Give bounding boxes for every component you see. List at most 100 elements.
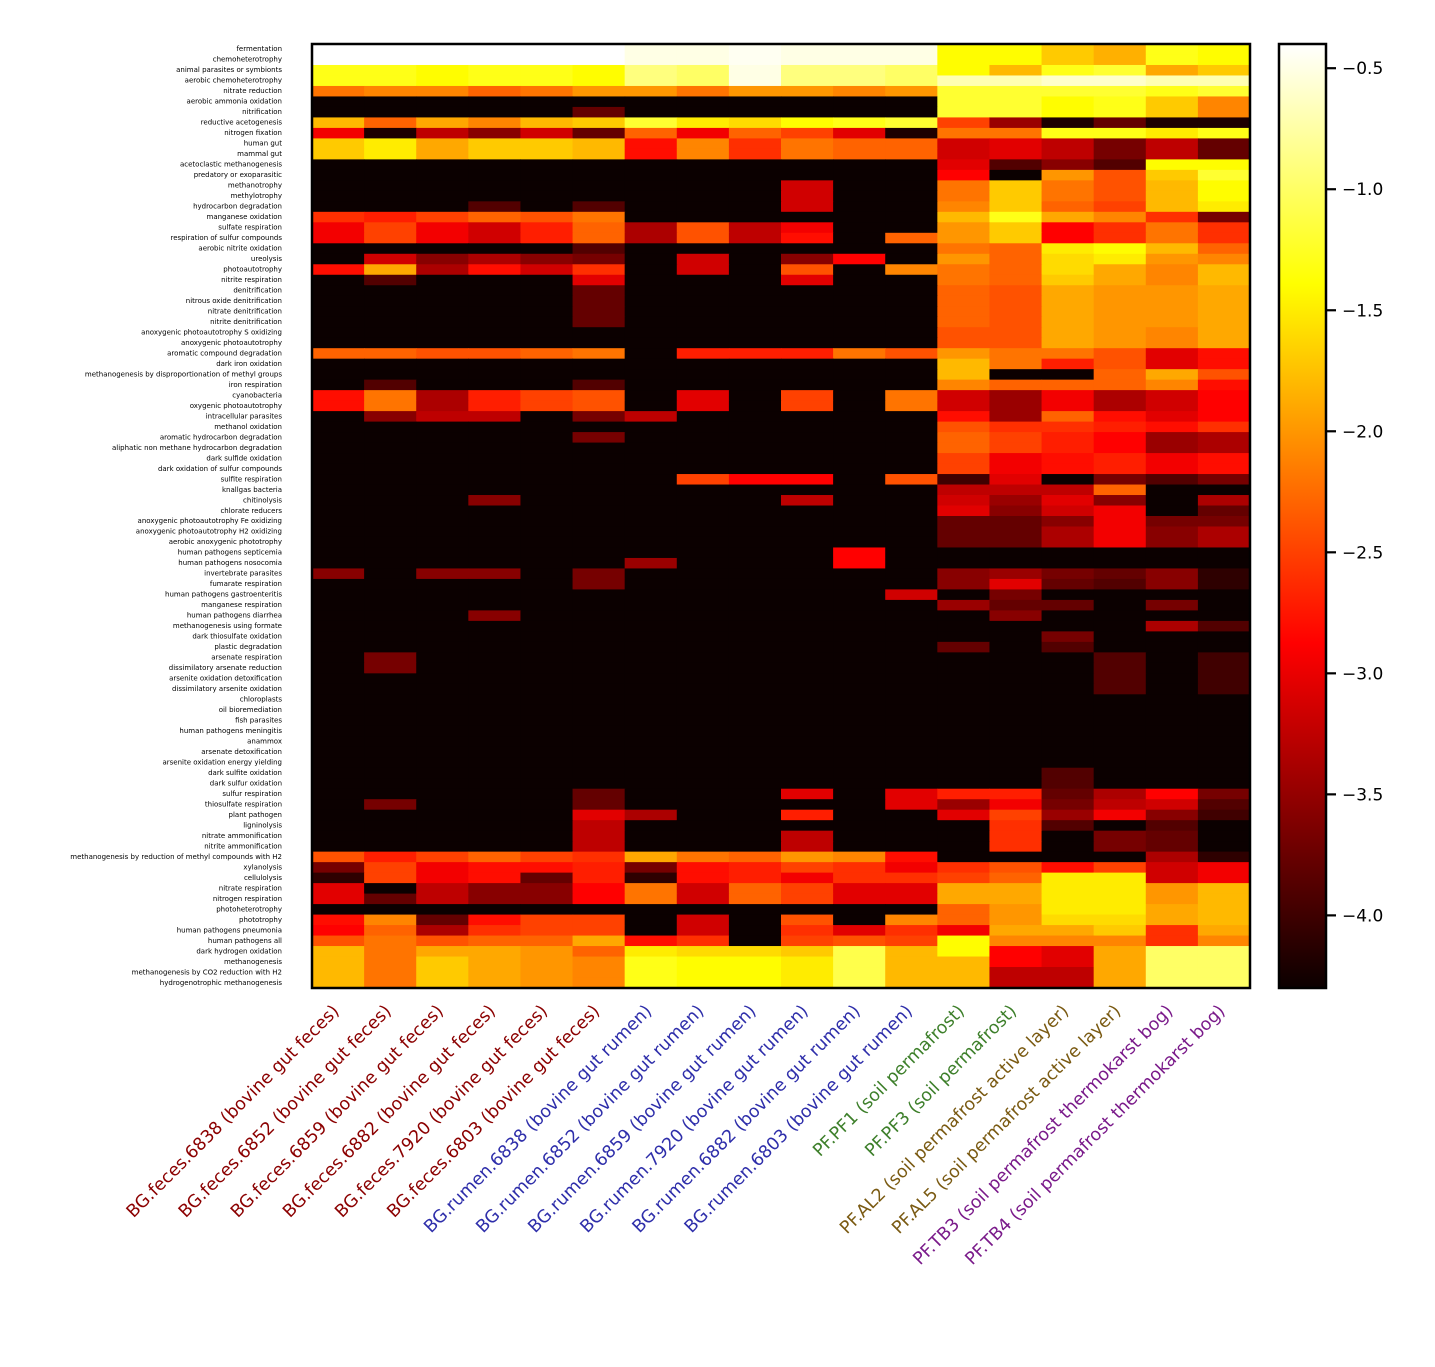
row-label: ureolysis — [251, 255, 282, 263]
heatmap-cell — [624, 232, 678, 244]
heatmap-cell — [728, 358, 782, 370]
heatmap-cell — [937, 369, 991, 381]
heatmap-cell — [989, 379, 1043, 391]
heatmap-cell — [781, 599, 834, 611]
heatmap-cell — [989, 872, 1043, 884]
heatmap-cell — [1093, 463, 1147, 475]
heatmap-cell — [624, 851, 678, 863]
heatmap-cell — [781, 274, 834, 286]
heatmap-cell — [416, 652, 469, 664]
heatmap-cell — [364, 516, 417, 528]
heatmap-cell — [416, 484, 469, 496]
heatmap-cell — [520, 337, 574, 349]
heatmap-cell — [1093, 673, 1147, 685]
heatmap-cell — [781, 358, 834, 370]
heatmap-cell — [572, 474, 626, 486]
heatmap-cell — [781, 946, 834, 958]
heatmap-cell — [1093, 620, 1147, 632]
heatmap-cell — [1041, 925, 1095, 937]
heatmap-cell — [781, 641, 834, 653]
heatmap-cell — [520, 295, 574, 307]
heatmap-cell — [1197, 547, 1251, 559]
row-label: reductive acetogenesis — [201, 119, 283, 127]
heatmap-cell — [416, 725, 469, 737]
heatmap-cell — [833, 159, 886, 171]
heatmap-cell — [624, 201, 678, 213]
heatmap-cell — [1145, 138, 1199, 150]
row-label: nitrogen respiration — [213, 895, 282, 903]
heatmap-cell — [364, 841, 417, 853]
heatmap-cell — [624, 274, 678, 286]
heatmap-cell — [728, 400, 782, 412]
heatmap-cell — [520, 159, 574, 171]
heatmap-cell — [1093, 358, 1147, 370]
heatmap-cell — [937, 442, 991, 454]
heatmap-cell — [1145, 757, 1199, 769]
heatmap-cell — [312, 117, 365, 129]
heatmap-cell — [728, 379, 782, 391]
row-label: chemoheterotrophy — [213, 56, 282, 64]
heatmap-cell — [676, 484, 730, 496]
heatmap-cell — [364, 568, 417, 580]
heatmap-cell — [833, 201, 886, 213]
heatmap-cell — [1197, 641, 1251, 653]
heatmap-cell — [1041, 767, 1095, 779]
heatmap-cell — [989, 54, 1043, 66]
row-label: nitrite denitrification — [210, 318, 282, 326]
heatmap-cell — [624, 453, 678, 465]
heatmap-cell — [676, 432, 730, 444]
heatmap-cell — [885, 841, 938, 853]
heatmap-cell — [885, 778, 938, 790]
heatmap-cell — [624, 568, 678, 580]
heatmap-cell — [1197, 253, 1251, 265]
heatmap-cell — [1093, 106, 1147, 119]
heatmap-cell — [416, 788, 469, 800]
heatmap-cell — [1145, 44, 1199, 56]
heatmap-cell — [676, 715, 730, 727]
heatmap-cell — [833, 746, 886, 758]
heatmap-cell — [572, 694, 626, 706]
heatmap-cell — [937, 862, 991, 874]
heatmap-cell — [1197, 337, 1251, 349]
heatmap-cell — [676, 641, 730, 653]
heatmap-cell — [1197, 746, 1251, 758]
heatmap-cell — [1145, 589, 1199, 601]
heatmap-cell — [885, 746, 938, 758]
heatmap-cell — [781, 44, 834, 56]
heatmap-cell — [624, 662, 678, 674]
heatmap-cell — [572, 484, 626, 496]
heatmap-cell — [781, 400, 834, 412]
heatmap-cell — [781, 316, 834, 328]
heatmap-cell — [885, 453, 938, 465]
row-label: cyanobacteria — [232, 391, 282, 399]
heatmap-cell — [624, 715, 678, 727]
heatmap-cell — [624, 526, 678, 538]
heatmap-cell — [624, 96, 678, 108]
heatmap-cell — [833, 64, 886, 77]
heatmap-cell — [781, 390, 834, 402]
heatmap-cell — [468, 662, 522, 674]
heatmap-cell — [937, 117, 991, 129]
heatmap-cell — [833, 243, 886, 255]
heatmap-cell — [416, 914, 469, 926]
heatmap-cell — [781, 253, 834, 265]
heatmap-cell — [572, 411, 626, 423]
heatmap-cell — [1041, 106, 1095, 119]
heatmap-cell — [1041, 516, 1095, 528]
heatmap-cell — [1093, 379, 1147, 391]
heatmap-cell — [572, 453, 626, 465]
heatmap-cell — [1197, 557, 1251, 570]
heatmap-cell — [468, 306, 522, 318]
heatmap-cell — [312, 683, 365, 695]
heatmap-cell — [312, 967, 365, 979]
heatmap-cell — [728, 201, 782, 213]
heatmap-cell — [364, 851, 417, 863]
heatmap-cell — [364, 683, 417, 695]
heatmap-cell — [676, 946, 730, 958]
heatmap-cell — [1145, 547, 1199, 559]
heatmap-cell — [312, 148, 365, 160]
heatmap-cell — [989, 935, 1043, 947]
heatmap-cell — [1145, 683, 1199, 695]
heatmap-cell — [520, 641, 574, 653]
heatmap-cell — [781, 505, 834, 517]
